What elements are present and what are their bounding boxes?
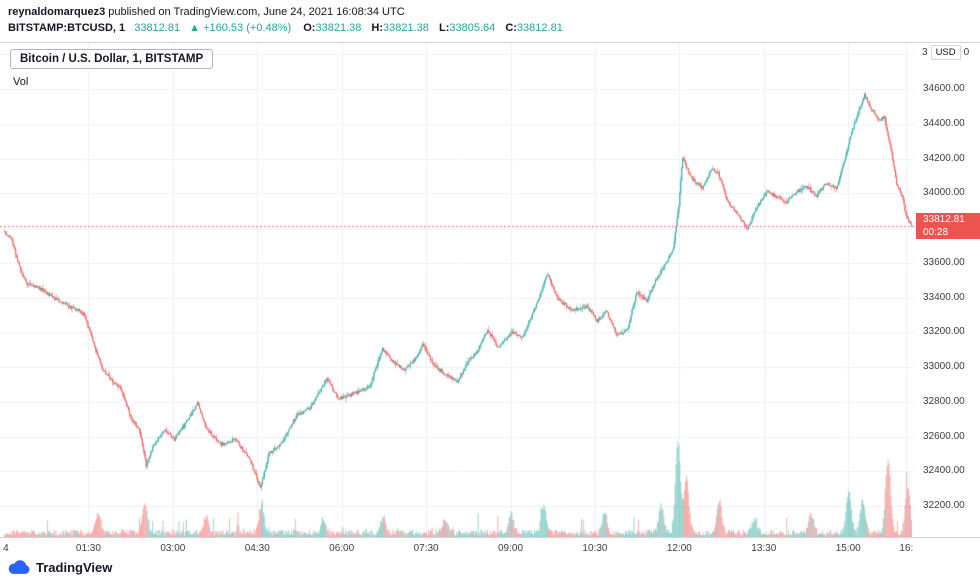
time-tick: 16: <box>899 543 914 554</box>
candlestick-chart-canvas[interactable] <box>0 43 915 537</box>
price-tick: 32200.00 <box>923 500 965 512</box>
chart-plot-area[interactable]: Bitcoin / U.S. Dollar, 1, BITSTAMP Vol <box>0 43 915 537</box>
high-value: 33821.38 <box>383 22 429 34</box>
publish-text: published on TradingView.com, June 24, 2… <box>105 6 405 18</box>
price-tick: 34200.00 <box>923 152 965 164</box>
axis-top-row: 3 USD 0 <box>922 45 969 60</box>
chart-region: Bitcoin / U.S. Dollar, 1, BITSTAMP Vol 3… <box>0 42 980 558</box>
ohlc-open: O:33821.38 <box>303 22 361 34</box>
last-price-tag: 33812.81 00:28 <box>916 212 980 239</box>
price-tick: 33000.00 <box>923 361 965 373</box>
time-tick: 09:00 <box>498 543 524 554</box>
symbol-status-line: BITSTAMP:BTCUSD, 1 33812.81 ▲ +160.53 (+… <box>8 20 980 36</box>
tradingview-logo-icon <box>7 559 31 576</box>
price-tick: 33400.00 <box>923 291 965 303</box>
open-value: 33821.38 <box>315 22 362 34</box>
axis-partial-tick-left: 3 <box>922 47 928 58</box>
snapshot-header: reynaldomarquez3 published on TradingVie… <box>0 0 980 42</box>
time-tick: 4 <box>3 543 9 554</box>
price-tick: 32600.00 <box>923 430 965 442</box>
currency-unit-button[interactable]: USD <box>930 45 961 60</box>
low-label: L: <box>438 22 450 34</box>
ohlc-close: C:33812.81 <box>505 22 563 34</box>
time-tick: 13:30 <box>751 543 777 554</box>
tradingview-watermark[interactable]: TradingView <box>7 559 112 576</box>
author-name: reynaldomarquez3 <box>8 6 106 18</box>
high-label: H: <box>371 22 384 34</box>
time-tick: 10:30 <box>582 543 608 554</box>
price-tick: 33600.00 <box>923 256 965 268</box>
header-change: ▲ +160.53 (+0.48%) <box>189 22 292 34</box>
ohlc-high: H:33821.38 <box>371 22 429 34</box>
time-tick: 03:00 <box>160 543 186 554</box>
time-tick: 04:30 <box>244 543 270 554</box>
price-tick: 32400.00 <box>923 465 965 477</box>
ohlc-low: L:33805.64 <box>439 22 495 34</box>
time-axis[interactable]: 4 01:30 03:00 04:30 06:00 07:30 09:00 10:30 12:0… <box>0 537 980 558</box>
price-tick: 34600.00 <box>923 83 965 95</box>
close-label: C: <box>505 22 517 34</box>
price-tick: 34000.00 <box>923 187 965 199</box>
price-tick: 32800.00 <box>923 395 965 407</box>
low-value: 33805.64 <box>449 22 496 34</box>
price-tick: 33200.00 <box>923 326 965 338</box>
time-tick: 07:30 <box>413 543 439 554</box>
time-tick: 01:30 <box>75 543 101 554</box>
last-price-value: 33812.81 <box>923 213 965 225</box>
time-tick: 12:00 <box>666 543 692 554</box>
price-axis[interactable]: 3 USD 0 33812.81 00:28 34600.00 34400.00 3… <box>916 43 980 537</box>
price-tick: 34400.00 <box>923 117 965 129</box>
header-last-price: 33812.81 <box>134 22 181 34</box>
time-tick: 15:00 <box>835 543 861 554</box>
tradingview-logo-text: TradingView <box>36 560 113 575</box>
symbol-legend[interactable]: Bitcoin / U.S. Dollar, 1, BITSTAMP <box>10 49 214 69</box>
close-value: 33812.81 <box>516 22 563 34</box>
axis-partial-tick-right: 0 <box>963 47 970 58</box>
time-tick: 06:00 <box>329 543 355 554</box>
bar-countdown: 00:28 <box>923 226 949 238</box>
open-label: O: <box>303 22 316 34</box>
publish-info: reynaldomarquez3 published on TradingVie… <box>8 5 980 20</box>
symbol-interval: BITSTAMP:BTCUSD, 1 <box>8 22 126 34</box>
volume-legend[interactable]: Vol <box>13 76 29 88</box>
